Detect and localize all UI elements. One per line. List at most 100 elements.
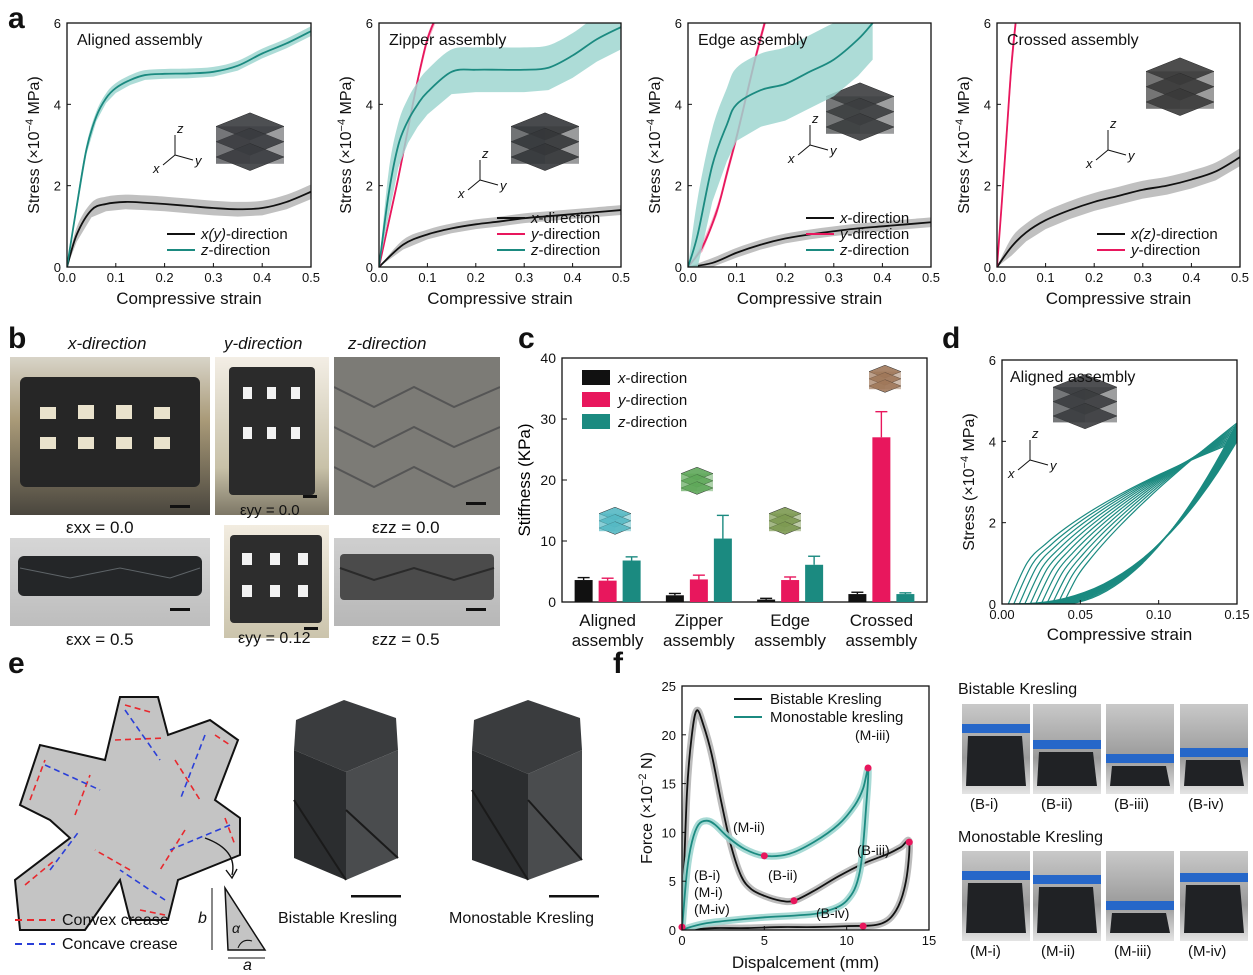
c-legend-label-0: x-direction	[617, 370, 687, 387]
legend-axis: z	[200, 242, 209, 259]
axes-d-ytick-label: 4	[989, 434, 996, 449]
axes-f-ytick-label: 20	[662, 728, 676, 743]
cycle-loop-2	[1018, 437, 1237, 604]
axis-glyph-y-label: y	[829, 143, 838, 158]
triangle-label-b: b	[198, 910, 207, 927]
ylabel-a2-unit: MPa)	[338, 76, 355, 119]
legend-label-a3-1: y-direction	[839, 226, 909, 243]
photo-z-uncompressed	[334, 357, 500, 515]
inset-side-left	[826, 96, 860, 134]
c-legend-axis: z	[617, 414, 626, 431]
ylabel-d-base: Stress (×10	[961, 468, 978, 550]
axes-d-xtick-label: 0.15	[1224, 607, 1249, 622]
legend-axis: x(y)	[200, 226, 226, 243]
inset-side-left	[681, 473, 697, 492]
strain-label-x-0: εxx = 0.0	[66, 518, 134, 537]
chart-title-a1: Aligned assembly	[77, 32, 202, 49]
axis-glyph-x-label: x	[1085, 156, 1093, 171]
cycle-loop-10	[1062, 422, 1237, 604]
c-category-line2-2: assembly	[754, 631, 826, 650]
axes-a2-ytick-label: 2	[366, 179, 373, 194]
inset-side-right	[860, 96, 894, 134]
c-legend-suffix: -direction	[626, 392, 688, 409]
axes-f-ytick-label: 25	[662, 679, 676, 694]
photo-bistable-kresling	[266, 690, 422, 902]
ylabel-a3: Stress (×10−4 MPa)	[645, 76, 664, 213]
axes-a1-ytick-label: 2	[54, 179, 61, 194]
axes-a1-xtick-label: 0.5	[302, 270, 320, 285]
axes-a2-ytick-label: 0	[366, 260, 373, 275]
legend-axis: y	[1130, 242, 1140, 259]
legend-suffix: -direction	[1139, 242, 1201, 259]
legend-label-a4-1: y-direction	[1130, 242, 1200, 259]
caption-monostable-kresling: Monostable Kresling	[449, 910, 594, 927]
inset-side-right	[1085, 387, 1117, 423]
axes-d-ytick-label: 2	[989, 516, 996, 531]
legend-label-a4-0: x(z)-direction	[1130, 226, 1218, 243]
axes-d-xtick-label: 0.05	[1068, 607, 1093, 622]
bar-0-1	[598, 580, 617, 602]
axes-f-xtick-label: 10	[839, 933, 853, 948]
axes-a4-xtick-label: 0.3	[1134, 270, 1152, 285]
axes-a2-xtick-label: 0.2	[467, 270, 485, 285]
bar-2-2	[805, 564, 824, 602]
f-marker-label-2: (B-iii)	[857, 842, 890, 858]
f-marker-4	[859, 922, 867, 930]
header-x-direction: x-direction	[68, 334, 147, 353]
legend-suffix: -direction	[848, 210, 910, 227]
ylabel-f-base: Force (×10	[639, 786, 656, 864]
axis-glyph-x	[1095, 149, 1109, 161]
c-category-line2-1: assembly	[663, 631, 735, 650]
band-a2-2	[379, 23, 621, 267]
c-legend-axis: y	[617, 392, 627, 409]
strain-label-y-0: εyy = 0.0	[240, 502, 300, 519]
photo-x-compressed	[10, 538, 210, 626]
f-legend-label-1: Monostable kresling	[770, 709, 903, 726]
c-ylabel: Stiffness (KPa)	[515, 423, 534, 536]
kresling-photo-0-1	[1033, 704, 1101, 794]
ylabel-a2-exp: −4	[336, 119, 348, 132]
bar-1-2	[713, 538, 732, 602]
axis-glyph-y	[809, 144, 829, 151]
ylabel-a1-base: Stress (×10	[26, 131, 43, 213]
axes-a4-xtick-label: 0.2	[1085, 270, 1103, 285]
legend-label-a1-0: x(y)-direction	[200, 226, 288, 243]
axes-a3-xtick-label: 0.0	[679, 270, 697, 285]
axes-a1-ytick-label: 6	[54, 16, 61, 31]
legend-label-a1-1: z-direction	[200, 242, 270, 259]
title-bistable-photos: Bistable Kresling	[958, 681, 1078, 698]
c-category-line1-0: Aligned	[579, 611, 636, 630]
axes-a3-xtick-label: 0.5	[922, 270, 940, 285]
axes-d-xtick-label: 0.10	[1146, 607, 1171, 622]
axes-a3-frame	[687, 22, 932, 268]
axis-glyph-y	[1107, 149, 1127, 156]
c-category-line1-1: Zipper	[675, 611, 724, 630]
inset-side-left	[1146, 71, 1180, 109]
c-category-line2-3: assembly	[845, 631, 917, 650]
f-marker-label-5-2: (M-iv)	[694, 901, 730, 917]
axes-a3-ytick-label: 4	[675, 97, 682, 112]
unit-triangle	[224, 885, 267, 951]
axes-a2-frame	[378, 22, 622, 268]
axis-glyph-z-label: z	[811, 111, 819, 126]
cycle-loop-3	[1024, 435, 1237, 604]
kresling-photo-label-1-2: (M-iii)	[1114, 943, 1152, 960]
axes-a3-xtick-label: 0.4	[873, 270, 891, 285]
c-frame	[561, 357, 928, 603]
axes-a3-ytick-label: 0	[675, 260, 682, 275]
axes-a1-xtick-label: 0.2	[156, 270, 174, 285]
xlabel-a3: Compressive strain	[737, 289, 883, 308]
ylabel-a4-base: Stress (×10	[956, 131, 973, 213]
ylabel-f-unit: N)	[639, 752, 656, 773]
c-ytick-label: 0	[548, 594, 556, 610]
axis-glyph-x	[162, 154, 176, 166]
ylabel-a3-exp: −4	[645, 119, 657, 132]
c-legend-swatch-1	[582, 392, 610, 407]
chart-cyclic-loading: z y x 0.00 0.05 0.10 0.15 0 2 4 6 Aligned assembly C…	[959, 353, 1250, 644]
panel-label-d: d	[942, 322, 961, 355]
series-line-a4-0	[997, 156, 1240, 267]
legend-label-a3-0: x-direction	[839, 210, 909, 227]
photo-y-uncompressed	[215, 357, 329, 515]
axis-glyph-z-label: z	[176, 121, 184, 136]
chart-title-d: Aligned assembly	[1010, 369, 1135, 386]
